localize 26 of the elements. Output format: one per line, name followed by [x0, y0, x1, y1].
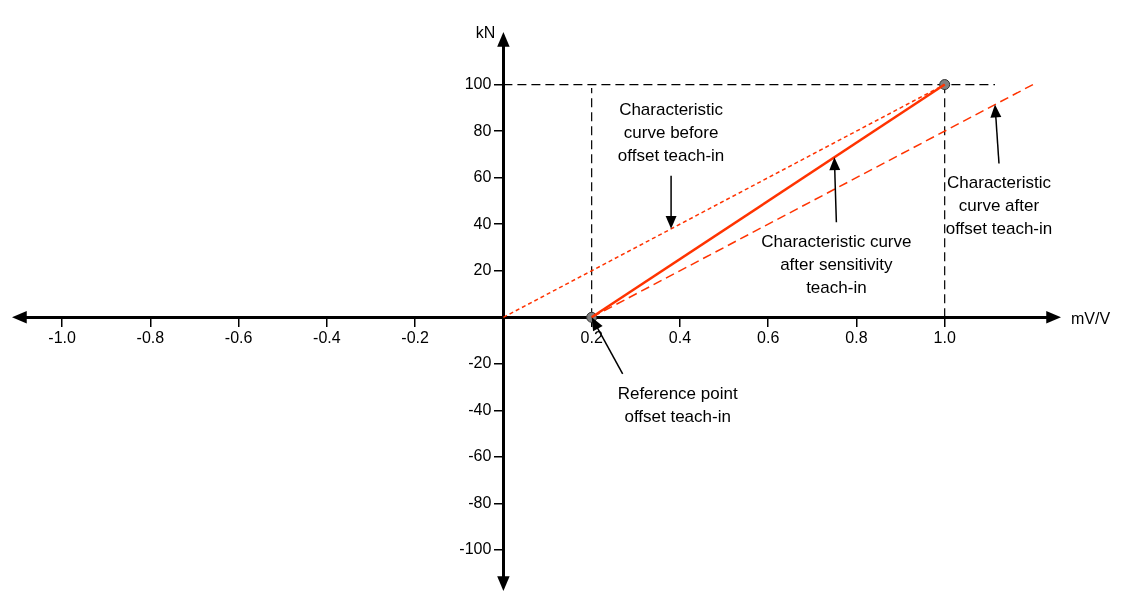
- annotation: Characteristic curve after offset teach-in: [945, 173, 1053, 239]
- y-tick-label: 100: [464, 74, 492, 92]
- y-tick-label: -20: [468, 354, 492, 372]
- x-tick-label: -0.6: [224, 329, 253, 347]
- annotation: Characteristic curve after sensitivity teach-in: [761, 231, 912, 297]
- x-tick-label: 0.8: [845, 329, 868, 347]
- y-tick-label: -40: [468, 400, 492, 418]
- y-tick-label: 60: [473, 168, 492, 186]
- y-tick-label: -80: [468, 493, 492, 511]
- annotation: Reference point offset teach-in: [617, 383, 738, 426]
- x-tick-label: -0.8: [136, 329, 165, 347]
- x-tick-label: -0.2: [401, 329, 430, 347]
- x-tick-label: 1.0: [933, 329, 956, 347]
- x-tick-label: -0.4: [313, 329, 341, 347]
- x-tick-label: 0.6: [757, 329, 780, 347]
- x-axis-title: mV/V: [1071, 309, 1111, 327]
- x-tick-label: 0.2: [580, 329, 603, 347]
- y-tick-label: -100: [459, 540, 492, 558]
- y-tick-label: 40: [473, 214, 492, 232]
- y-tick-label: 80: [473, 121, 492, 139]
- x-tick-label: 0.4: [668, 329, 692, 347]
- y-tick-label: -60: [468, 447, 492, 465]
- annotation: Characteristic curve before offset teach-in: [617, 99, 725, 165]
- y-axis-title: kN: [475, 24, 496, 42]
- x-tick-label: -1.0: [48, 329, 77, 347]
- y-tick-label: 20: [473, 261, 492, 279]
